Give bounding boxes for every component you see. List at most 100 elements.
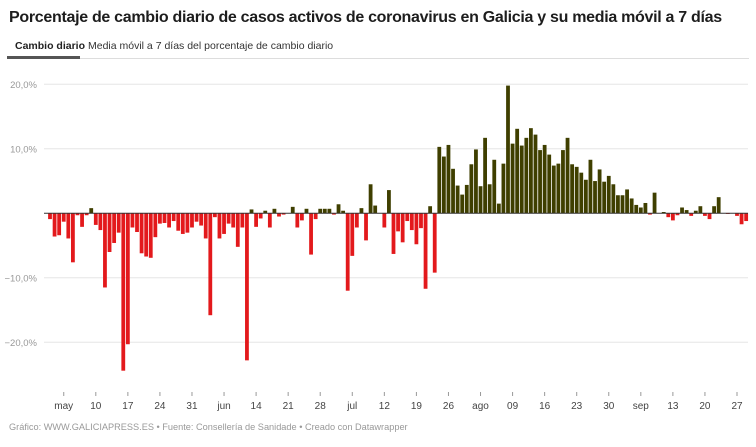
bar-positive <box>368 184 373 214</box>
x-tick-label: 28 <box>315 401 327 412</box>
bar-negative <box>48 213 52 220</box>
bar-positive <box>373 205 378 214</box>
bar-negative <box>158 213 162 224</box>
tab-cambio-diario[interactable]: Cambio diario <box>15 40 86 52</box>
bar-negative <box>345 213 350 291</box>
bar-positive <box>515 128 520 214</box>
bar-negative <box>167 213 171 228</box>
bar-positive <box>455 185 460 214</box>
bar-positive <box>428 206 433 214</box>
bar-negative <box>281 213 286 215</box>
bar-negative <box>199 213 204 226</box>
bar-negative <box>254 213 258 227</box>
bar-negative <box>80 213 84 227</box>
bar-negative <box>350 213 355 256</box>
x-tick-label: 27 <box>731 401 743 412</box>
tab-media-movil[interactable]: Media móvil a 7 días del porcentaje de c… <box>88 40 334 52</box>
bar-positive <box>698 206 703 214</box>
bar-positive <box>529 128 533 214</box>
bar-positive <box>524 137 529 214</box>
bar-positive <box>451 168 455 214</box>
bar-negative <box>707 213 712 220</box>
x-tick-label: 23 <box>571 401 583 412</box>
bar-negative <box>116 213 121 233</box>
bar-negative <box>739 213 744 225</box>
bar-negative <box>61 213 66 222</box>
bar-negative <box>208 213 213 316</box>
bar-positive <box>478 186 483 214</box>
bar-negative <box>267 213 272 228</box>
x-tick-label: 17 <box>122 401 134 412</box>
bar-negative <box>217 213 222 239</box>
bar-positive <box>501 163 506 214</box>
bar-positive <box>652 192 657 214</box>
x-tick-label: 20 <box>699 401 711 412</box>
bar-negative <box>364 213 368 241</box>
bar-positive <box>693 210 698 214</box>
bar-negative <box>112 213 117 243</box>
bar-negative <box>203 213 208 239</box>
bar-positive <box>620 195 625 214</box>
bar-positive <box>387 190 391 214</box>
bar-positive <box>716 197 721 214</box>
bar-negative <box>396 213 400 232</box>
bar-positive <box>661 212 666 214</box>
x-tick-label: ago <box>472 401 489 412</box>
bar-positive <box>547 154 552 214</box>
bar-positive <box>579 172 584 214</box>
x-tick-label: 24 <box>154 401 166 412</box>
bar-negative <box>703 213 707 216</box>
bar-positive <box>322 208 327 214</box>
bar-negative <box>313 213 318 220</box>
bar-positive <box>249 209 254 214</box>
bar-positive <box>359 208 364 214</box>
x-tick-label: 30 <box>603 401 615 412</box>
bar-negative <box>139 213 144 254</box>
bar-negative <box>666 213 671 218</box>
bar-positive <box>327 208 332 214</box>
x-tick-label: 14 <box>251 401 263 412</box>
footer-credits: Gráfico: WWW.GALICIAPRESS.ES • Fuente: C… <box>9 422 408 432</box>
x-tick-label: 12 <box>379 401 391 412</box>
bar-positive <box>272 208 277 214</box>
bar-positive <box>643 202 648 214</box>
bar-negative <box>391 213 396 254</box>
bar-positive <box>565 137 570 214</box>
bar-positive <box>638 207 643 214</box>
bar-positive <box>561 150 565 214</box>
bar-negative <box>176 213 181 231</box>
bar-negative <box>231 213 236 228</box>
bar-positive <box>602 181 607 214</box>
bar-positive <box>538 150 542 214</box>
bar-negative <box>84 213 89 216</box>
bar-negative <box>135 213 139 233</box>
bar-negative <box>414 213 419 245</box>
bar-negative <box>107 213 112 252</box>
bar-positive <box>551 165 556 214</box>
bar-negative <box>185 213 190 233</box>
x-tick-label: 13 <box>667 401 679 412</box>
x-tick-label: 19 <box>411 401 423 412</box>
bar-positive <box>464 184 469 214</box>
bar-positive <box>496 203 501 214</box>
bar-positive <box>533 134 538 214</box>
bar-positive <box>263 210 268 214</box>
bar-negative <box>125 213 130 345</box>
y-tick-label: 10,0% <box>10 144 37 155</box>
bar-negative <box>75 213 80 216</box>
x-tick-label: 31 <box>186 401 198 412</box>
bar-positive <box>680 207 684 214</box>
bar-negative <box>432 213 437 273</box>
bar-negative <box>423 213 428 289</box>
bar-negative <box>98 213 103 231</box>
bar-positive <box>634 204 639 214</box>
bar-positive <box>89 208 94 214</box>
bar-positive <box>684 210 689 214</box>
bar-positive <box>460 194 465 214</box>
bar-positive <box>606 175 611 214</box>
bar-negative <box>190 213 194 228</box>
bar-positive <box>506 85 510 214</box>
bar-positive <box>570 164 575 214</box>
bar-negative <box>180 213 185 234</box>
bar-negative <box>419 213 423 229</box>
